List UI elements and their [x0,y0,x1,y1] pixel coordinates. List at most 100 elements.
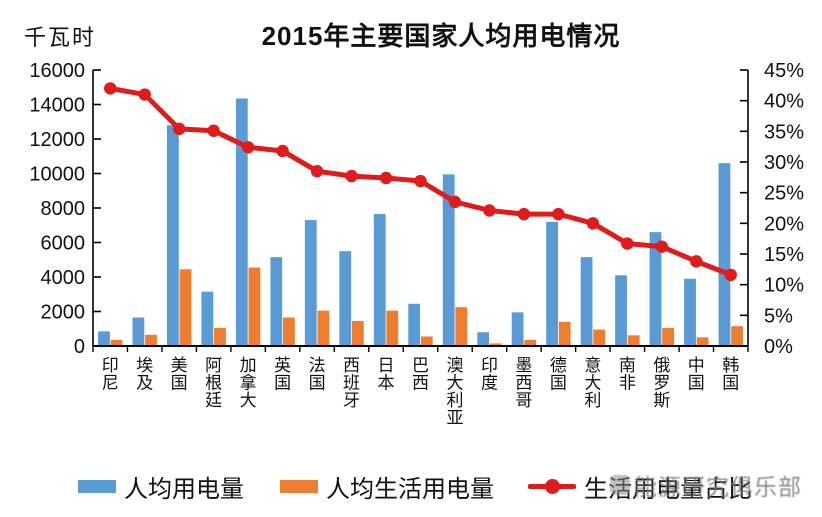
bar-residential [662,327,675,346]
legend-item-per-capita-electricity: 人均用电量 [78,470,244,503]
x-axis-category-label: 加拿大 [240,356,257,410]
bar-residential [317,310,330,346]
line-point [448,195,462,209]
line-point [552,207,565,221]
line-point [655,240,669,253]
left-axis-tick-label: 8000 [41,198,86,220]
line-point [414,174,427,188]
legend-item-residential-electricity: 人均生活用电量 [280,470,494,503]
x-axis-category-label: 南非 [619,356,636,393]
line-point [621,237,634,250]
bar-residential [420,336,433,346]
x-axis-category-label: 意大利 [584,356,601,410]
x-axis-category-label: 日本 [378,356,395,393]
legend: 人均用电量 人均生活用电量 生活用电量占比 [0,470,822,510]
bar-per-capita [166,125,179,346]
bar-per-capita [649,232,662,346]
right-axis-tick-label: 35% [764,121,804,143]
x-axis-category-label: 韩国 [722,356,739,393]
x-axis-category-label: 埃及 [136,356,153,393]
line-point [586,217,600,230]
line-point [517,207,531,221]
bar-residential [627,335,640,346]
left-axis-tick-label: 6000 [41,233,86,255]
x-axis-category-label: 阿根廷 [205,356,222,410]
bar-residential [731,326,743,346]
right-axis-tick-label: 40% [764,91,804,113]
bar-per-capita [477,332,490,346]
line-point [483,204,496,217]
x-axis-category-label: 印尼 [102,356,119,393]
x-axis-category-label: 德国 [550,356,567,393]
bar-residential [696,337,709,346]
bar-per-capita [718,163,731,346]
bar-per-capita [442,174,455,346]
bar-residential [214,327,226,346]
x-axis-category-label: 墨西哥 [515,356,532,410]
right-axis-tick-label: 45% [764,60,804,82]
x-axis-category-label: 法国 [309,356,326,393]
left-axis-tick-label: 16000 [29,60,85,82]
bar-residential [283,317,295,346]
right-axis-tick-label: 25% [764,183,804,205]
bar-per-capita [201,291,214,346]
line-point [690,255,703,268]
line-point [104,82,117,95]
x-axis-category-label: 中国 [688,356,705,393]
line-point-icon [545,478,560,494]
bar-residential [489,343,502,346]
line-point [379,171,393,185]
bar-residential [179,269,192,346]
line-point [172,122,186,136]
bar-per-capita [546,221,558,346]
bar-residential [558,321,571,346]
watermark: 能源研究俱乐部 [610,468,802,502]
bar-per-capita [304,220,317,346]
legend-label: 人均生活用电量 [326,475,494,503]
x-axis-category-label: 澳大利亚 [446,356,463,428]
x-axis-category-label: 美国 [171,356,188,393]
x-axis-category-label: 西班牙 [343,356,360,410]
bar-residential [524,339,537,346]
right-axis-tick-label: 0% [764,336,793,358]
bar-per-capita [132,317,145,346]
bar-per-capita [684,278,696,346]
y-axis-unit-label: 千瓦时 [24,25,97,50]
line-point [724,268,737,282]
line-point [310,165,324,178]
left-axis-tick-label: 2000 [41,302,86,324]
x-axis-category-label: 巴西 [412,356,429,393]
left-axis-tick-label: 0 [74,336,85,358]
bar-residential [248,267,261,346]
bar-residential [110,339,123,346]
line-point [138,88,151,101]
bar-residential [351,320,364,346]
bar-per-capita [339,251,352,346]
bar-per-capita [615,275,627,346]
bar-per-capita [235,98,248,347]
bar-residential [145,334,157,346]
legend-label: 人均用电量 [124,475,244,503]
x-axis-category-label: 俄罗斯 [653,356,670,410]
left-axis-tick-label: 4000 [41,267,86,289]
bar-per-capita [98,331,110,346]
line-point [276,144,289,158]
bar-per-capita [408,303,421,346]
bar-per-capita [270,257,283,346]
combo-chart-plot: 0 2000 4000 6000 8000 10000 12000 14000 16000 0% 5… [29,60,804,428]
line-point [207,124,220,137]
bar-residential [386,310,399,346]
bar-per-capita [373,214,386,346]
x-axis-category-label: 英国 [274,356,291,393]
bar-per-capita [580,257,593,346]
chart-title: 2015年主要国家人均用电情况 [261,21,621,51]
right-axis-tick-label: 5% [764,305,793,327]
watermark-text: 能源研究俱乐部 [634,474,802,500]
bar-residential [455,307,468,346]
x-axis-category-label: 印度 [481,356,498,393]
right-axis-tick-label: 15% [764,244,804,266]
left-axis-tick-label: 10000 [29,164,85,186]
left-axis-tick-label: 12000 [29,129,85,151]
left-axis-tick-label: 14000 [29,95,85,117]
